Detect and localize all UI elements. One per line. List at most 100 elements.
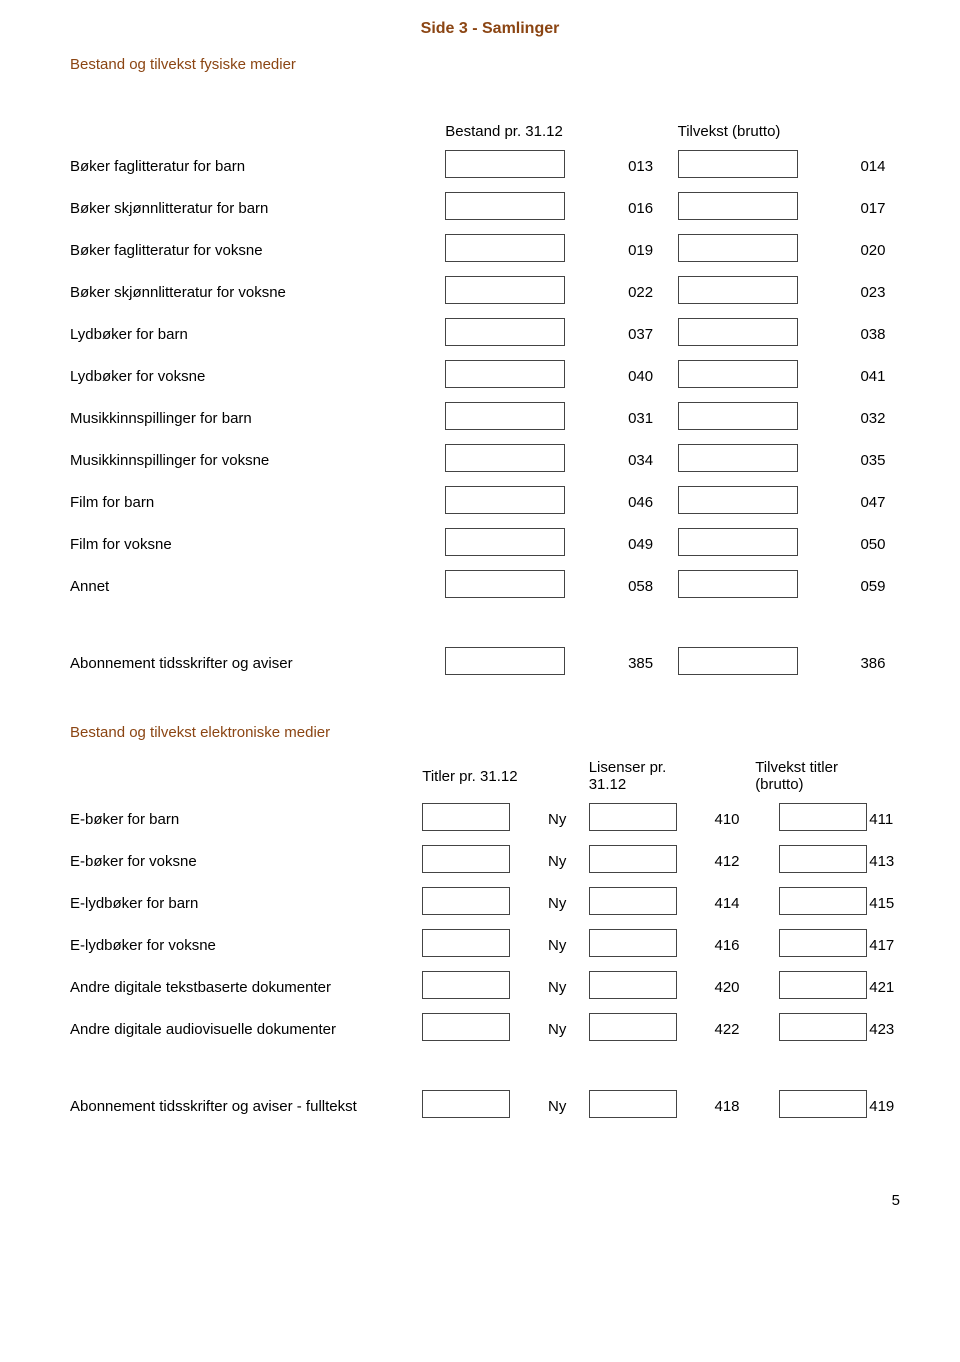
field-code: Ny xyxy=(546,1090,589,1122)
input-box[interactable] xyxy=(779,887,867,915)
input-box[interactable] xyxy=(779,845,867,873)
row-label: Abonnement tidsskrifter og aviser xyxy=(70,647,445,679)
field-code: 412 xyxy=(713,845,756,877)
row-label: Bøker faglitteratur for voksne xyxy=(70,234,445,266)
row-label: E-lydbøker for barn xyxy=(70,887,422,919)
input-box[interactable] xyxy=(678,647,798,675)
table-row: Musikkinnspillinger for barn031032 xyxy=(70,402,910,434)
input-box[interactable] xyxy=(678,528,798,556)
field-code: 417 xyxy=(867,929,910,961)
row-label: Andre digitale audiovisuelle dokumenter xyxy=(70,1013,422,1045)
row-label: Musikkinnspillinger for voksne xyxy=(70,444,445,476)
section1-col1-header: Bestand pr. 31.12 xyxy=(445,123,624,140)
input-box[interactable] xyxy=(422,845,510,873)
input-box[interactable] xyxy=(779,971,867,999)
field-code: 423 xyxy=(867,1013,910,1045)
section1-heading: Bestand og tilvekst fysiske medier xyxy=(70,56,910,73)
field-code: Ny xyxy=(546,971,589,1003)
section1-header-row: Bestand pr. 31.12 Tilvekst (brutto) xyxy=(70,123,910,140)
input-box[interactable] xyxy=(422,1013,510,1041)
input-box[interactable] xyxy=(678,402,798,430)
input-box[interactable] xyxy=(445,444,565,472)
field-code: 415 xyxy=(867,887,910,919)
table-row: Bøker skjønnlitteratur for barn016017 xyxy=(70,192,910,224)
input-box[interactable] xyxy=(678,192,798,220)
field-code: 031 xyxy=(624,402,678,434)
input-box[interactable] xyxy=(779,1090,867,1118)
input-box[interactable] xyxy=(678,444,798,472)
input-box[interactable] xyxy=(445,192,565,220)
table-row: Annet058059 xyxy=(70,570,910,602)
table-row: Film for barn046047 xyxy=(70,486,910,518)
table-row: Bøker faglitteratur for voksne019020 xyxy=(70,234,910,266)
input-box[interactable] xyxy=(445,528,565,556)
row-label: Bøker faglitteratur for barn xyxy=(70,150,445,182)
row-label: Film for barn xyxy=(70,486,445,518)
field-code: 419 xyxy=(867,1090,910,1122)
input-box[interactable] xyxy=(445,276,565,304)
field-code: Ny xyxy=(546,803,589,835)
row-label: Bøker skjønnlitteratur for voksne xyxy=(70,276,445,308)
table-row: Lydbøker for voksne040041 xyxy=(70,360,910,392)
input-box[interactable] xyxy=(422,887,510,915)
input-box[interactable] xyxy=(589,1090,677,1118)
input-box[interactable] xyxy=(589,971,677,999)
table-row: Musikkinnspillinger for voksne034035 xyxy=(70,444,910,476)
input-box[interactable] xyxy=(678,318,798,346)
field-code: 014 xyxy=(856,150,910,182)
input-box[interactable] xyxy=(589,803,677,831)
input-box[interactable] xyxy=(678,150,798,178)
field-code: 420 xyxy=(713,971,756,1003)
section2-heading: Bestand og tilvekst elektroniske medier xyxy=(70,724,910,741)
section2-col2-header: Lisenser pr. 31.12 xyxy=(589,759,713,793)
row-label: Abonnement tidsskrifter og aviser - full… xyxy=(70,1090,422,1122)
input-box[interactable] xyxy=(678,234,798,262)
field-code: 386 xyxy=(856,647,910,679)
input-box[interactable] xyxy=(678,276,798,304)
input-box[interactable] xyxy=(678,360,798,388)
section2-table: Titler pr. 31.12 Lisenser pr. 31.12 Tilv… xyxy=(70,749,910,1132)
table-row: E-lydbøker for barnNy414415 xyxy=(70,887,910,919)
input-box[interactable] xyxy=(779,929,867,957)
input-box[interactable] xyxy=(445,150,565,178)
input-box[interactable] xyxy=(445,570,565,598)
input-box[interactable] xyxy=(445,360,565,388)
row-label: E-bøker for voksne xyxy=(70,845,422,877)
input-box[interactable] xyxy=(589,845,677,873)
page-title: Side 3 - Samlinger xyxy=(70,20,910,38)
input-box[interactable] xyxy=(445,318,565,346)
row-label: Lydbøker for barn xyxy=(70,318,445,350)
field-code: 041 xyxy=(856,360,910,392)
field-code: 047 xyxy=(856,486,910,518)
input-box[interactable] xyxy=(445,402,565,430)
input-box[interactable] xyxy=(445,486,565,514)
table-row: Bøker skjønnlitteratur for voksne 022 023 xyxy=(70,276,910,308)
field-code: 421 xyxy=(867,971,910,1003)
input-box[interactable] xyxy=(445,647,565,675)
input-box[interactable] xyxy=(589,929,677,957)
input-box[interactable] xyxy=(779,1013,867,1041)
row-label: Bøker skjønnlitteratur for barn xyxy=(70,192,445,224)
table-row: E-bøker for voksneNy412413 xyxy=(70,845,910,877)
field-code: 059 xyxy=(856,570,910,602)
input-box[interactable] xyxy=(589,887,677,915)
field-code: 058 xyxy=(624,570,678,602)
input-box[interactable] xyxy=(678,570,798,598)
row-label: E-bøker for barn xyxy=(70,803,422,835)
input-box[interactable] xyxy=(422,1090,510,1118)
section2-col3-header: Tilvekst titler (brutto) xyxy=(755,759,867,793)
input-box[interactable] xyxy=(779,803,867,831)
field-code: 037 xyxy=(624,318,678,350)
input-box[interactable] xyxy=(422,929,510,957)
input-box[interactable] xyxy=(678,486,798,514)
row-label: Andre digitale tekstbaserte dokumenter xyxy=(70,971,422,1003)
input-box[interactable] xyxy=(445,234,565,262)
field-code: 410 xyxy=(713,803,756,835)
field-code: 013 xyxy=(624,150,678,182)
input-box[interactable] xyxy=(422,971,510,999)
field-code: 020 xyxy=(856,234,910,266)
input-box[interactable] xyxy=(589,1013,677,1041)
field-code: 023 xyxy=(856,276,910,308)
input-box[interactable] xyxy=(422,803,510,831)
field-code: 022 xyxy=(624,276,678,308)
